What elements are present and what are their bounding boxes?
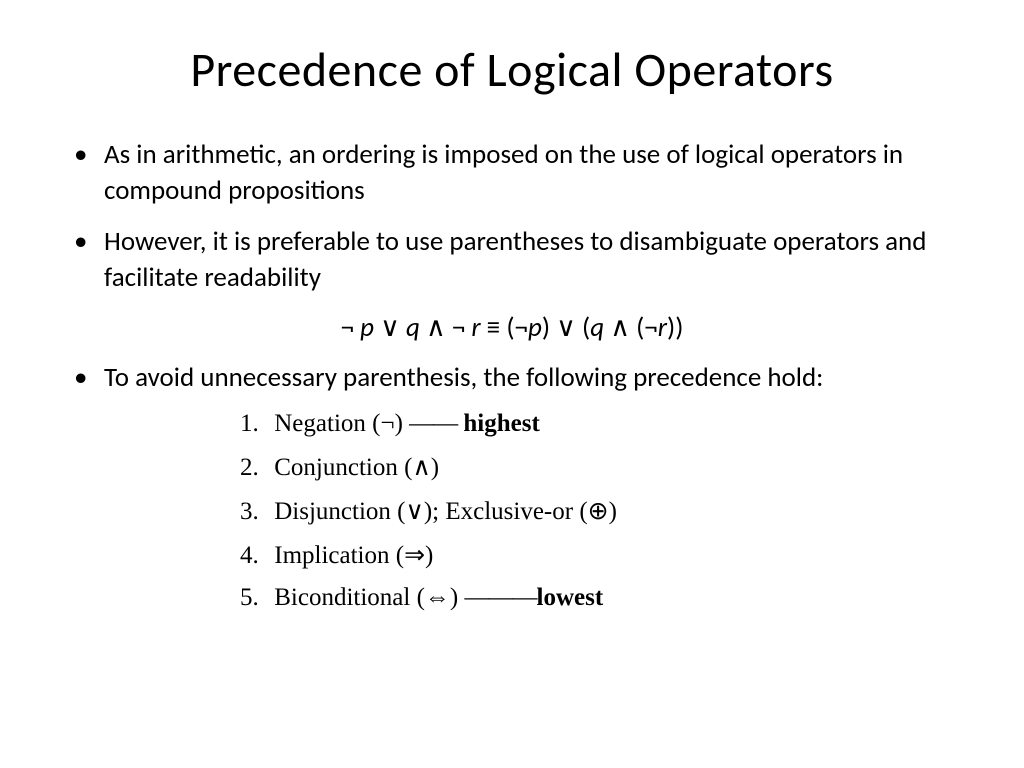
and-sym: ∧	[426, 311, 446, 344]
prec-num: 5.	[240, 584, 268, 612]
bullet-list: As in arithmetic, an ordering is imposed…	[60, 137, 964, 297]
prec-name: Disjunction (	[274, 498, 405, 525]
prec-close: )	[450, 584, 465, 611]
prec-name: Conjunction (	[274, 454, 412, 481]
prec-num: 2.	[240, 454, 268, 482]
slide: Precedence of Logical Operators As in ar…	[0, 0, 1024, 768]
prec-dash: ——	[409, 410, 457, 437]
equiv-sym: ≡	[481, 311, 507, 344]
rhs-expr: (¬p) ∨ (q ∧ (¬r))	[506, 311, 683, 344]
neg-sym: ¬	[341, 311, 354, 344]
bullet-item-3: To avoid unnecessary parenthesis, the fo…	[60, 360, 964, 396]
prec-close-2: )	[609, 498, 617, 525]
formula-line: ¬ p ∨ q ∧ ¬ r ≡ (¬p) ∨ (q ∧ (¬r))	[60, 311, 964, 344]
prec-close: )	[425, 542, 433, 569]
prec-close: );	[424, 498, 439, 525]
var-r: r	[465, 311, 480, 344]
precedence-list: 1. Negation (¬) —— highest 2. Conjunctio…	[240, 410, 964, 612]
prec-num: 4.	[240, 542, 268, 570]
prec-sym: ⇔	[425, 584, 450, 611]
prec-name: Implication (	[274, 542, 404, 569]
bullet-item-1: As in arithmetic, an ordering is imposed…	[60, 137, 964, 210]
prec-close: )	[395, 410, 410, 437]
prec-close: )	[431, 454, 439, 481]
prec-name-2: Exclusive-or (	[445, 498, 587, 525]
prec-dash: ———	[465, 584, 537, 611]
prec-tag-lowest: lowest	[537, 584, 604, 611]
prec-sym: ¬	[380, 410, 394, 437]
precedence-item-2: 2. Conjunction (∧)	[240, 452, 964, 482]
precedence-item-5: 5. Biconditional (⇔) ———lowest	[240, 584, 964, 612]
precedence-item-4: 4. Implication (⇒)	[240, 540, 964, 570]
or-sym: ∨	[380, 311, 400, 344]
bullet-list-2: To avoid unnecessary parenthesis, the fo…	[60, 360, 964, 396]
var-q: q	[400, 311, 426, 344]
prec-num: 3.	[240, 498, 268, 526]
prec-sym: ∨	[406, 498, 424, 525]
prec-name: Biconditional (	[274, 584, 425, 611]
prec-sym: ⇒	[404, 542, 425, 569]
prec-num: 1.	[240, 410, 268, 438]
prec-sym-2: ⊕	[588, 498, 609, 525]
neg-sym-2: ¬	[446, 311, 466, 344]
precedence-item-1: 1. Negation (¬) —— highest	[240, 410, 964, 438]
var-p: p	[354, 311, 380, 344]
prec-sym: ∧	[412, 454, 430, 481]
prec-name: Negation (	[274, 410, 380, 437]
page-title: Precedence of Logical Operators	[60, 40, 964, 99]
bullet-item-2: However, it is preferable to use parenth…	[60, 224, 964, 297]
precedence-item-3: 3. Disjunction (∨); Exclusive-or (⊕)	[240, 496, 964, 526]
prec-tag-highest: highest	[457, 410, 540, 437]
